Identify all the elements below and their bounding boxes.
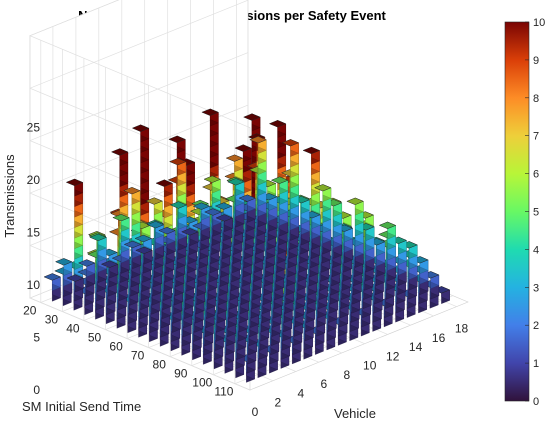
colorbar-tick-label: 9 bbox=[533, 55, 539, 67]
bar bbox=[260, 193, 278, 232]
colorbar-tick-label: 4 bbox=[533, 244, 539, 256]
colorbar-tick-label: 0 bbox=[533, 396, 539, 408]
colorbar-tick-label: 1 bbox=[533, 358, 539, 370]
z-tick-label: 20 bbox=[27, 173, 41, 187]
x-tick-label: 14 bbox=[409, 340, 423, 354]
bar bbox=[192, 202, 211, 242]
x-tick-label: 16 bbox=[432, 331, 446, 345]
x-tick-label: 10 bbox=[363, 359, 377, 373]
y-tick-label: 110 bbox=[214, 385, 233, 399]
y-tick-label: 30 bbox=[45, 313, 59, 327]
bar bbox=[249, 136, 267, 228]
bar bbox=[238, 194, 257, 223]
bar bbox=[100, 260, 119, 279]
bar bbox=[43, 273, 62, 302]
z-tick-label: 25 bbox=[27, 121, 41, 135]
y-tick-label: 60 bbox=[109, 340, 123, 354]
x-tick-label: 4 bbox=[298, 387, 305, 401]
y-axis-label: SM Initial Send Time bbox=[22, 399, 141, 414]
bar bbox=[303, 211, 321, 250]
bar bbox=[313, 184, 332, 255]
bar bbox=[335, 224, 354, 264]
bar bbox=[357, 223, 375, 273]
x-tick-label: 8 bbox=[343, 368, 350, 382]
bar bbox=[54, 258, 73, 297]
y-tick-label: 40 bbox=[66, 322, 80, 336]
bar bbox=[66, 274, 85, 293]
bar bbox=[65, 178, 84, 302]
y-tick-label: 20 bbox=[23, 304, 37, 318]
bar bbox=[281, 139, 300, 241]
bar bbox=[432, 286, 451, 304]
bar bbox=[389, 236, 408, 286]
x-axis-label: Vehicle bbox=[334, 406, 376, 421]
bar bbox=[378, 221, 397, 282]
z-axis-label: Transmissions bbox=[2, 154, 17, 238]
bar bbox=[400, 241, 418, 291]
y-tick-label: 80 bbox=[153, 358, 167, 372]
bar bbox=[77, 259, 96, 288]
colorbar-tick-label: 7 bbox=[533, 131, 539, 143]
bars-layer bbox=[43, 108, 451, 383]
colorbar-tick-label: 8 bbox=[533, 93, 539, 105]
x-tick-label: 12 bbox=[386, 349, 400, 363]
bar bbox=[346, 197, 365, 268]
z-tick-label: 5 bbox=[33, 331, 40, 345]
z-tick-labels: 0 5 10 15 20 25 bbox=[27, 121, 41, 397]
bar bbox=[89, 233, 108, 283]
y-tick-label: 50 bbox=[88, 331, 102, 345]
x-tick-label: 6 bbox=[320, 377, 327, 391]
x-tick-label: 2 bbox=[275, 396, 282, 410]
bar bbox=[135, 246, 153, 265]
colorbar-tick-label: 2 bbox=[533, 320, 539, 332]
bar bbox=[270, 176, 289, 237]
colorbar-tick-label: 6 bbox=[533, 169, 539, 181]
bar bbox=[181, 228, 199, 246]
x-tick-label: 0 bbox=[252, 405, 259, 419]
y-tick-label: 100 bbox=[192, 376, 212, 390]
bar bbox=[112, 214, 130, 274]
x-grid-line bbox=[29, 35, 251, 391]
x-tick-labels: 0 2 4 6 8 10 12 14 16 18 bbox=[252, 322, 469, 419]
y-tick-label: 70 bbox=[131, 349, 145, 363]
z-tick-label: 10 bbox=[27, 278, 41, 292]
colorbar-tick-label: 3 bbox=[533, 282, 539, 294]
y-tick-label: 90 bbox=[174, 367, 188, 381]
x-tick-label: 18 bbox=[455, 322, 469, 336]
bar bbox=[292, 196, 311, 246]
z-tick-label: 15 bbox=[27, 226, 41, 240]
z-tick-label: 0 bbox=[33, 383, 40, 397]
colorbar-tick-labels: 0 1 2 3 4 5 6 7 8 9 10 bbox=[525, 17, 545, 408]
bar bbox=[367, 238, 386, 277]
bar bbox=[324, 199, 343, 259]
colorbar-tick-label: 10 bbox=[533, 17, 545, 29]
bar bbox=[215, 214, 234, 233]
colorbar-tick-label: 5 bbox=[533, 207, 539, 219]
bar bbox=[146, 221, 165, 260]
bar bbox=[410, 256, 429, 295]
bar bbox=[204, 208, 222, 237]
bar bbox=[158, 226, 176, 256]
